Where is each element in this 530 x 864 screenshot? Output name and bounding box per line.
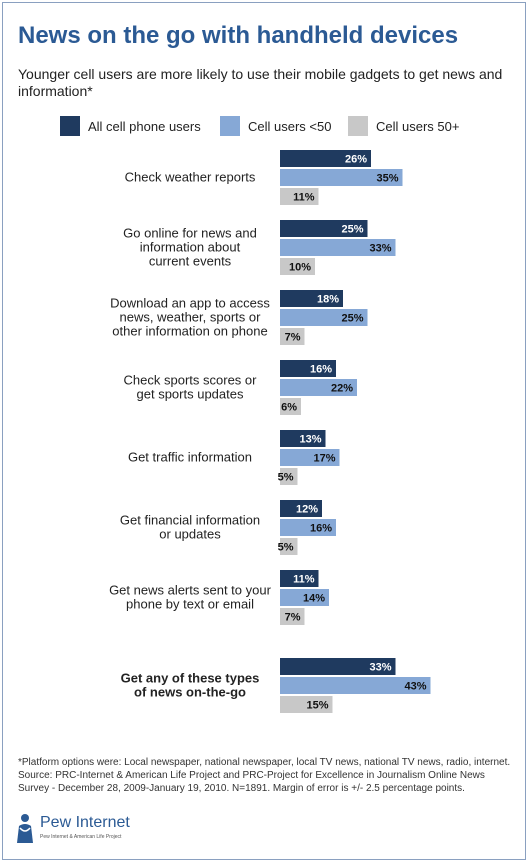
bar-value-label: 43% (404, 681, 426, 693)
bar (280, 519, 336, 536)
category-label: Check weather reports (125, 170, 256, 185)
bar (280, 500, 322, 517)
bar (280, 589, 329, 606)
bar-value-label: 13% (299, 434, 321, 446)
bar (280, 150, 371, 167)
bar (280, 188, 319, 205)
bar-value-label: 26% (345, 154, 367, 166)
bar (280, 239, 396, 256)
bar-value-label: 14% (303, 593, 325, 605)
bar (280, 379, 357, 396)
bar-value-label: 6% (281, 402, 297, 414)
footnote: *Platform options were: Local newspaper,… (18, 757, 511, 794)
bar (280, 468, 298, 485)
bar (280, 658, 396, 675)
legend-item-50plus: Cell users 50+ (348, 116, 459, 136)
chart-subtitle: Younger cell users are more likely to us… (18, 66, 503, 99)
bar (280, 570, 319, 587)
bar (280, 538, 298, 555)
chart-title: News on the go with handheld devices (18, 22, 459, 49)
bar-value-label: 15% (306, 700, 328, 712)
category-label: Get financial information (120, 513, 260, 528)
bar-value-label: 11% (293, 574, 315, 586)
bar-value-label: 33% (369, 662, 391, 674)
category-label: other information on phone (112, 324, 267, 339)
category-label: phone by text or email (126, 597, 254, 612)
bar-value-label: 18% (317, 294, 339, 306)
logo-tagline: Pew Internet & American Life Project (40, 834, 122, 840)
bar (280, 220, 368, 237)
bar (280, 360, 336, 377)
bar-value-label: 5% (278, 542, 294, 554)
category-label: or updates (159, 527, 221, 542)
legend-label: All cell phone users (88, 118, 201, 134)
bar (280, 677, 431, 694)
bar-value-label: 35% (376, 173, 398, 185)
bar (280, 328, 305, 345)
category-label: Get any of these types (121, 671, 260, 686)
bar-value-label: 10% (289, 262, 311, 274)
bar-value-label: 25% (341, 224, 363, 236)
category-label: Get traffic information (128, 450, 252, 465)
bar (280, 608, 305, 625)
category-label: news, weather, sports or (120, 310, 262, 325)
legend-item-under50: Cell users <50 (220, 116, 331, 136)
category-label: of news on-the-go (134, 685, 246, 700)
bar (280, 398, 301, 415)
category-label: information about (140, 240, 241, 255)
bar-value-label: 7% (285, 612, 301, 624)
bar-chart: 26% 35% 11% Check weather reports 25% 33% 10% G… (109, 150, 431, 713)
legend-swatch (220, 116, 240, 136)
category-label: Go online for news and (123, 226, 257, 241)
bar-value-label: 22% (331, 383, 353, 395)
legend-label: Cell users 50+ (376, 118, 460, 134)
category-label: Check sports scores or (124, 373, 258, 388)
pew-logo-icon (17, 814, 33, 843)
bar (280, 169, 403, 186)
bar (280, 449, 340, 466)
bar-value-label: 17% (313, 453, 335, 465)
bar (280, 309, 368, 326)
legend-item-all: All cell phone users (60, 116, 201, 136)
bar-value-label: 11% (293, 192, 315, 204)
category-label: get sports updates (137, 387, 244, 402)
bar-value-label: 25% (341, 313, 363, 325)
legend-swatch (60, 116, 80, 136)
bar-value-label: 16% (310, 364, 332, 376)
bar-value-label: 16% (310, 523, 332, 535)
logo-name: Pew Internet (40, 814, 130, 831)
legend-swatch (348, 116, 368, 136)
bar (280, 290, 343, 307)
bar (280, 696, 333, 713)
bar-value-label: 12% (296, 504, 318, 516)
legend-label: Cell users <50 (248, 118, 332, 134)
bar (280, 430, 326, 447)
category-label: current events (149, 254, 232, 269)
bar-value-label: 33% (369, 243, 391, 255)
bar (280, 258, 315, 275)
bar-value-label: 5% (278, 472, 294, 484)
category-label: Download an app to access (110, 296, 270, 311)
bar-value-label: 7% (285, 332, 301, 344)
category-label: Get news alerts sent to your (109, 583, 272, 598)
